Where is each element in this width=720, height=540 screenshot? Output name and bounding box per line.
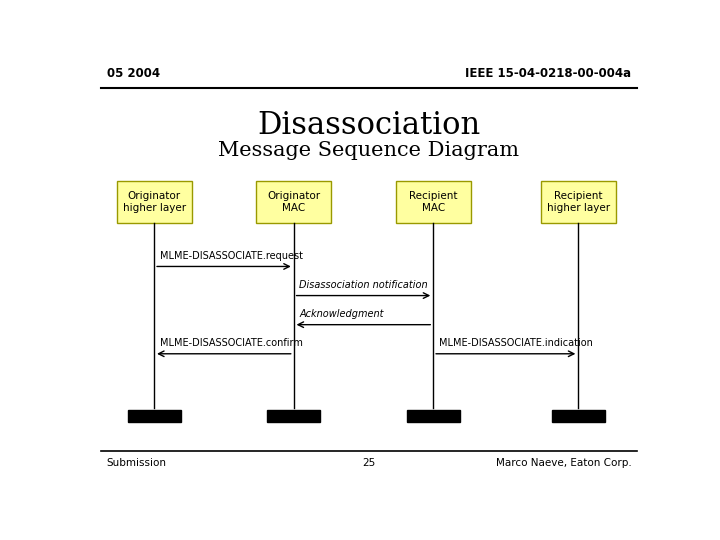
Text: MLME-DISASSOCIATE.request: MLME-DISASSOCIATE.request — [160, 251, 302, 261]
Bar — [395, 181, 471, 223]
Text: Acknowledgment: Acknowledgment — [300, 309, 384, 319]
Bar — [127, 410, 181, 422]
Text: Marco Naeve, Eaton Corp.: Marco Naeve, Eaton Corp. — [495, 458, 631, 468]
Text: MLME-DISASSOCIATE.indication: MLME-DISASSOCIATE.indication — [438, 339, 593, 348]
Text: MLME-DISASSOCIATE.confirm: MLME-DISASSOCIATE.confirm — [160, 339, 302, 348]
Text: Recipient
MAC: Recipient MAC — [409, 191, 457, 213]
Text: Message Sequence Diagram: Message Sequence Diagram — [218, 140, 520, 159]
Text: 25: 25 — [362, 458, 376, 468]
Text: IEEE 15-04-0218-00-004a: IEEE 15-04-0218-00-004a — [465, 67, 631, 80]
Bar — [407, 410, 459, 422]
Bar — [552, 410, 605, 422]
Text: Recipient
higher layer: Recipient higher layer — [546, 191, 610, 213]
Bar — [117, 181, 192, 223]
Text: Disassociation: Disassociation — [257, 110, 481, 140]
Text: 05 2004: 05 2004 — [107, 67, 160, 80]
Bar — [267, 410, 320, 422]
Bar — [256, 181, 331, 223]
Text: Originator
higher layer: Originator higher layer — [122, 191, 186, 213]
Bar — [541, 181, 616, 223]
Text: Originator
MAC: Originator MAC — [267, 191, 320, 213]
Text: Disassociation notification: Disassociation notification — [300, 280, 428, 290]
Text: Submission: Submission — [107, 458, 167, 468]
